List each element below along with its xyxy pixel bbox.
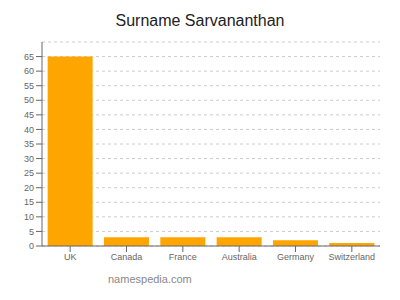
svg-text:France: France bbox=[169, 252, 197, 262]
svg-text:55: 55 bbox=[24, 81, 34, 91]
html-text:Surname Sarvananthan: Surname Sarvananthan bbox=[115, 12, 285, 29]
svg-text:10: 10 bbox=[24, 212, 34, 222]
svg-text:45: 45 bbox=[24, 110, 34, 120]
svg-text:25: 25 bbox=[24, 168, 34, 178]
svg-text:30: 30 bbox=[24, 154, 34, 164]
svg-text:50: 50 bbox=[24, 95, 34, 105]
svg-text:15: 15 bbox=[24, 197, 34, 207]
svg-text:5: 5 bbox=[29, 227, 34, 237]
svg-text:65: 65 bbox=[24, 52, 34, 62]
svg-text:UK: UK bbox=[64, 252, 77, 262]
svg-text:Canada: Canada bbox=[111, 252, 143, 262]
svg-text:Germany: Germany bbox=[277, 252, 315, 262]
svg-text:40: 40 bbox=[24, 125, 34, 135]
svg-text:0: 0 bbox=[29, 241, 34, 251]
svg-text:Australia: Australia bbox=[222, 252, 257, 262]
svg-text:35: 35 bbox=[24, 139, 34, 149]
svg-text:60: 60 bbox=[24, 66, 34, 76]
svg-text:20: 20 bbox=[24, 183, 34, 193]
html-text:namespedia.com: namespedia.com bbox=[108, 273, 192, 285]
svg-text:Switzerland: Switzerland bbox=[329, 252, 376, 262]
